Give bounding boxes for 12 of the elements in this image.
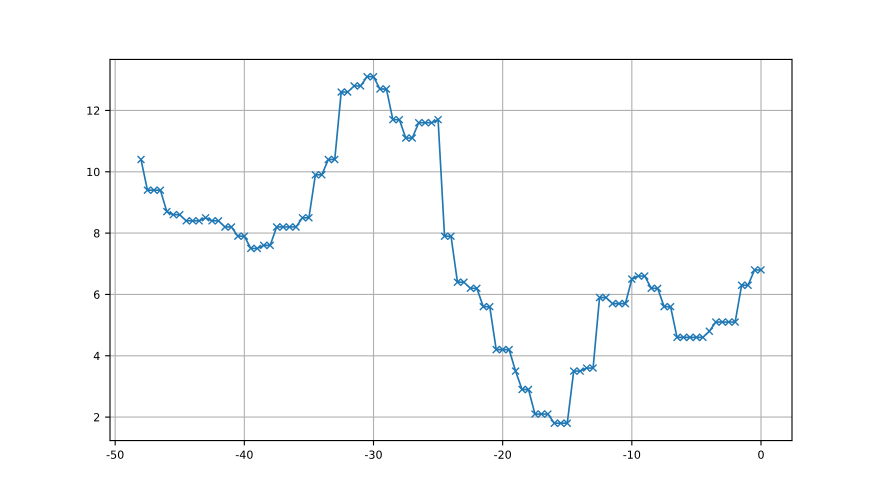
x-tick-label: 0	[758, 450, 764, 459]
y-tick-label: 6	[94, 290, 100, 299]
x-tick-label: -10	[623, 450, 640, 459]
y-tick-label: 4	[94, 352, 100, 360]
y-tick-label: 12	[87, 106, 100, 115]
x-tick-label: -40	[236, 450, 253, 459]
x-tick-label: -50	[106, 450, 124, 459]
x-tick-label: -30	[364, 450, 382, 459]
x-tick-label: -20	[494, 450, 512, 459]
y-tick-label: 8	[94, 229, 100, 238]
y-tick-label: 10	[87, 168, 100, 176]
y-tick-label: 2	[94, 413, 100, 422]
